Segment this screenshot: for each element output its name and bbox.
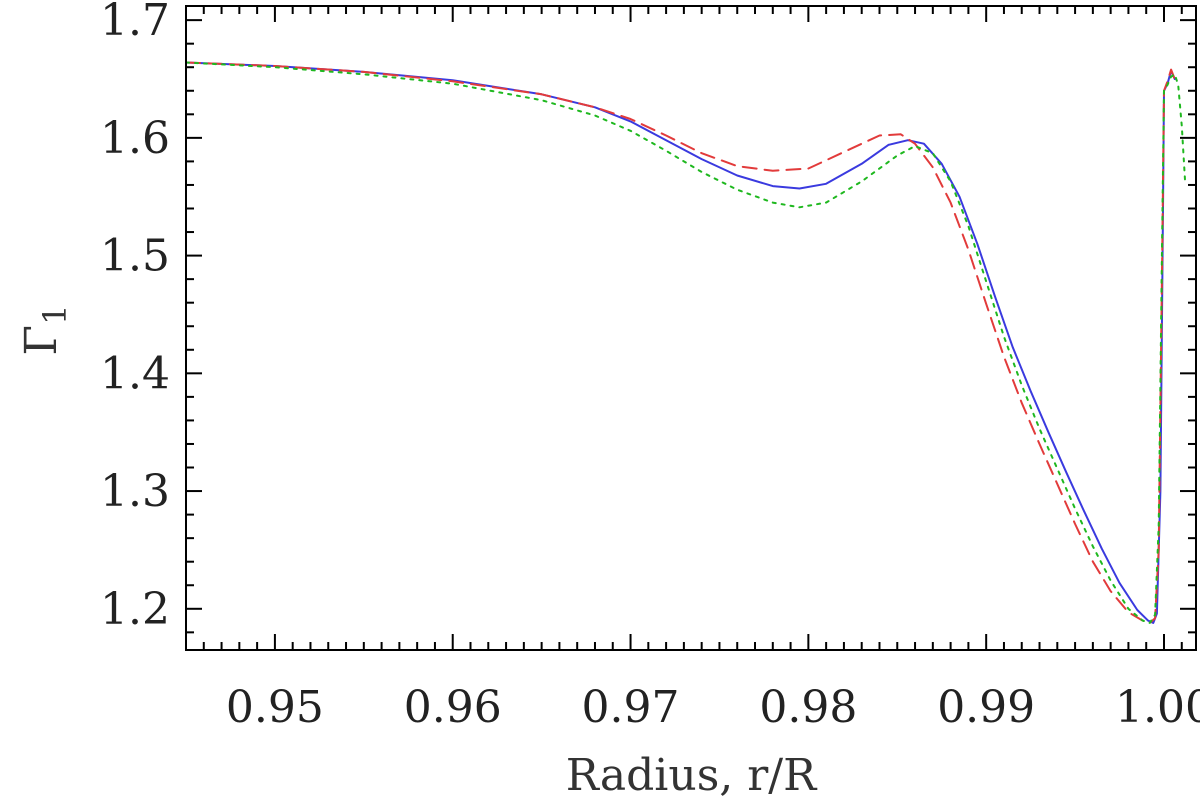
y-axis-subscript: 1 <box>36 305 74 325</box>
x-tick-label: 0.99 <box>937 682 1035 733</box>
ticks-layer <box>185 6 1196 650</box>
y-tick-label: 1.7 <box>100 0 170 46</box>
x-tick-label: 0.97 <box>582 682 680 733</box>
x-tick-label: 0.98 <box>759 682 857 733</box>
y-axis-title: Γ1 <box>16 305 74 356</box>
tick-labels-layer: 0.95 0.96 0.97 0.98 0.99 1.00 1.2 1.3 1.4 1.5 1.6 1… <box>100 0 1200 733</box>
series-line-solid <box>185 61 1176 624</box>
x-tick-label: 1.00 <box>1115 682 1200 733</box>
series-line-dotted <box>185 61 1187 624</box>
y-tick-label: 1.5 <box>100 231 170 282</box>
series-line-dashed <box>185 61 1176 624</box>
series-layer <box>185 61 1187 624</box>
x-tick-label: 0.95 <box>226 682 324 733</box>
y-tick-label: 1.3 <box>100 466 170 517</box>
y-tick-label: 1.4 <box>100 348 170 399</box>
plot-frame <box>185 5 1197 651</box>
x-tick-label: 0.96 <box>404 682 502 733</box>
y-tick-label: 1.2 <box>100 584 170 635</box>
x-axis-title: Radius, r/R <box>566 750 818 801</box>
y-tick-label: 1.6 <box>100 113 170 164</box>
y-axis-symbol: Γ <box>16 325 67 356</box>
